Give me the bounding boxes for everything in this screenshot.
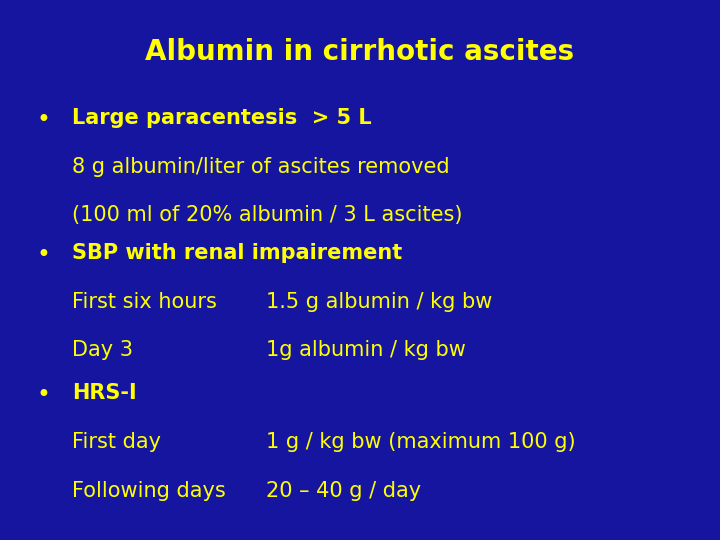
Text: 1.5 g albumin / kg bw: 1.5 g albumin / kg bw	[266, 292, 492, 312]
Text: SBP with renal impairement: SBP with renal impairement	[72, 243, 402, 263]
Text: First six hours: First six hours	[72, 292, 217, 312]
Text: Albumin in cirrhotic ascites: Albumin in cirrhotic ascites	[145, 38, 575, 66]
Text: (100 ml of 20% albumin / 3 L ascites): (100 ml of 20% albumin / 3 L ascites)	[72, 205, 462, 225]
Text: Day 3: Day 3	[72, 340, 133, 360]
Text: 20 – 40 g / day: 20 – 40 g / day	[266, 481, 421, 501]
Text: HRS-I: HRS-I	[72, 383, 137, 403]
Text: First day: First day	[72, 432, 161, 452]
Text: 8 g albumin/liter of ascites removed: 8 g albumin/liter of ascites removed	[72, 157, 449, 177]
Text: 1 g / kg bw (maximum 100 g): 1 g / kg bw (maximum 100 g)	[266, 432, 576, 452]
Text: Large paracentesis  > 5 L: Large paracentesis > 5 L	[72, 108, 372, 128]
Text: •: •	[36, 383, 50, 407]
Text: •: •	[36, 108, 50, 132]
Text: •: •	[36, 243, 50, 267]
Text: 1g albumin / kg bw: 1g albumin / kg bw	[266, 340, 467, 360]
Text: Following days: Following days	[72, 481, 226, 501]
